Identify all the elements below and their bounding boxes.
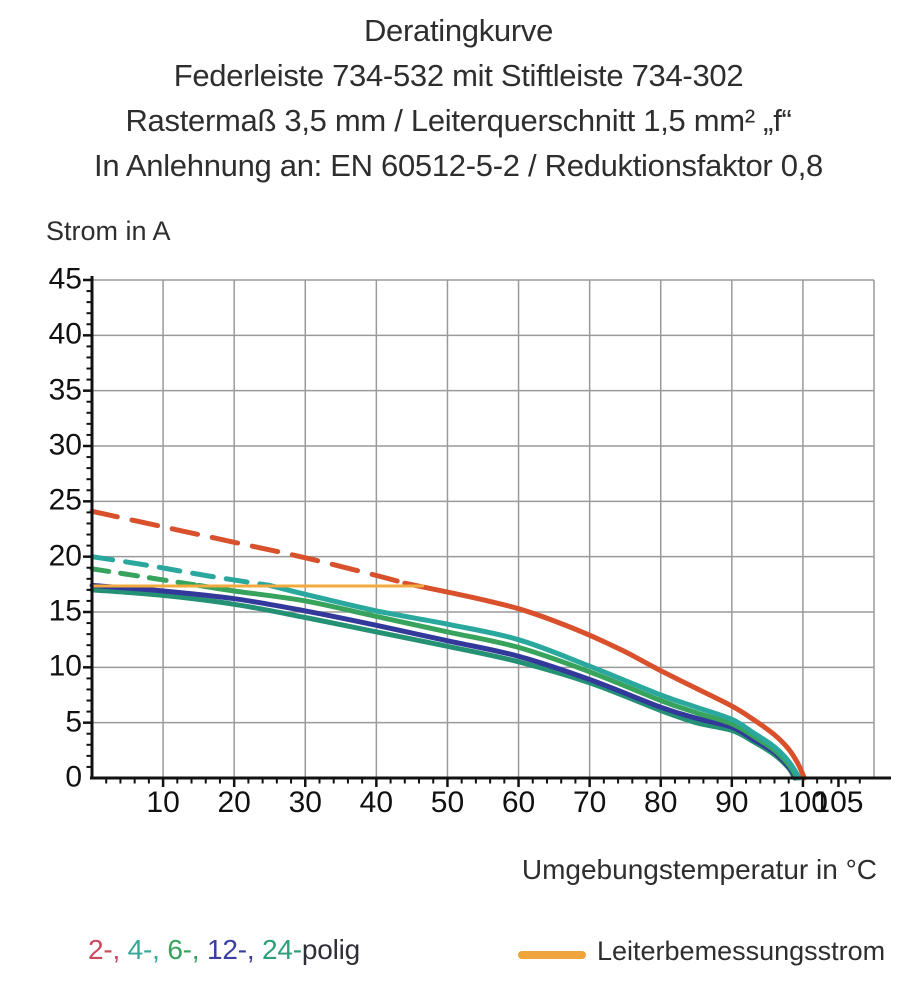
y-tick-label: 10 [48,649,82,683]
curve-2-polig [402,580,807,781]
legend-pole-part: 12-, [199,934,255,965]
x-tick-label: 105 [813,786,864,819]
curve-6-polig [89,566,202,588]
y-tick-label: 45 [48,262,82,296]
legend-pole-part: 24- [254,934,302,965]
y-tick-label: 0 [65,760,82,794]
legend-pole-counts: 2-, 4-, 6-, 12-, 24-polig [88,934,360,966]
x-tick-label: 100 [777,786,828,819]
y-tick-label: 35 [48,372,82,406]
y-tick-label: 25 [48,483,82,517]
x-tick-label: 80 [644,786,678,819]
curve-12-polig [89,582,799,781]
x-tick-label: 30 [288,786,322,819]
legend-pole-part: polig [301,934,361,965]
x-tick-label: 40 [359,786,394,819]
y-tick-label: 15 [48,594,82,628]
curve-2-polig [89,508,408,586]
y-tick-label: 30 [48,428,82,462]
rated-current-line-swatch [518,951,586,959]
x-axis-title: Umgebungstemperatur in °C [521,854,877,885]
chart-title-line-1: Deratingkurve [363,13,554,48]
x-tick-label: 10 [146,786,180,819]
legend-pole-part: 4-, [120,934,160,965]
curve-4-polig [267,582,802,781]
y-tick-label: 5 [65,704,82,738]
x-tick-label: 20 [217,786,251,819]
y-tick-label: 20 [48,538,82,572]
y-axis-title: Strom in A [46,216,171,246]
curve-4-polig [89,554,273,588]
x-tick-label: 70 [572,786,607,819]
chart-title-line-3: Rastermaß 3,5 mm / Leiterquerschnitt 1,5… [125,103,792,138]
chart-title-line-4: In Anlehnung an: EN 60512-5-2 / Reduktio… [94,148,823,183]
y-tick-label: 40 [48,317,82,351]
legend-pole-part: 2-, [88,934,121,965]
chart-title-block: Deratingkurve Federleiste 734-532 mit St… [0,8,917,188]
rated-current-label: Leiterbemessungsstrom [597,936,886,966]
x-tick-label: 50 [430,786,465,819]
curve-6-polig [196,582,800,781]
x-tick-label: 60 [501,786,536,819]
x-tick-label: 90 [715,786,749,819]
chart-title-line-2: Federleiste 734-532 mit Stiftleiste 734-… [173,58,744,93]
legend-pole-part: 6-, [159,934,200,965]
